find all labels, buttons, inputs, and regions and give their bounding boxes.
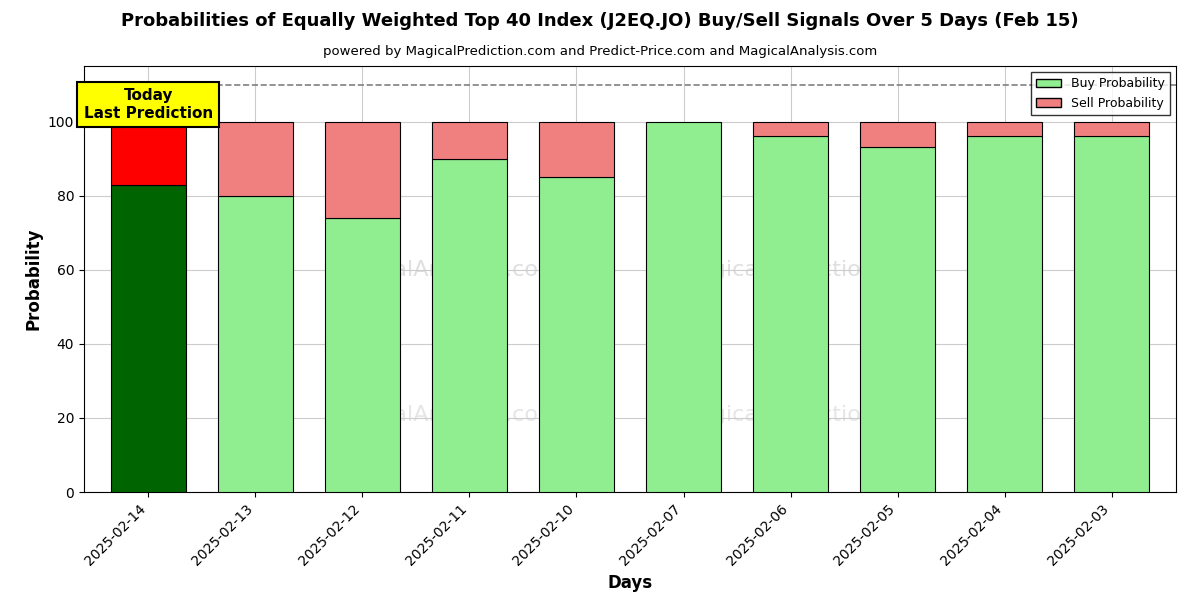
- Bar: [110, 122, 186, 185]
- Text: MagicalPrediction.com: MagicalPrediction.com: [679, 406, 930, 425]
- Text: Probabilities of Equally Weighted Top 40 Index (J2EQ.JO) Buy/Sell Signals Over 5: Probabilities of Equally Weighted Top 40…: [121, 12, 1079, 30]
- Bar: [1074, 122, 1150, 136]
- Text: MagicalAnalysis.com: MagicalAnalysis.com: [329, 406, 560, 425]
- Bar: [754, 136, 828, 492]
- Bar: [325, 218, 400, 492]
- Bar: [539, 122, 614, 177]
- Bar: [967, 122, 1042, 136]
- Bar: [754, 122, 828, 136]
- Bar: [432, 158, 506, 492]
- Text: MagicalAnalysis.com: MagicalAnalysis.com: [329, 260, 560, 280]
- Bar: [1074, 136, 1150, 492]
- Bar: [860, 148, 935, 492]
- Text: MagicalPrediction.com: MagicalPrediction.com: [679, 260, 930, 280]
- Bar: [218, 196, 293, 492]
- Y-axis label: Probability: Probability: [24, 228, 42, 330]
- Bar: [860, 122, 935, 148]
- Bar: [218, 122, 293, 196]
- Bar: [967, 136, 1042, 492]
- Text: powered by MagicalPrediction.com and Predict-Price.com and MagicalAnalysis.com: powered by MagicalPrediction.com and Pre…: [323, 45, 877, 58]
- Bar: [110, 185, 186, 492]
- Bar: [646, 122, 721, 492]
- Legend: Buy Probability, Sell Probability: Buy Probability, Sell Probability: [1031, 72, 1170, 115]
- X-axis label: Days: Days: [607, 574, 653, 592]
- Bar: [539, 177, 614, 492]
- Text: Today
Last Prediction: Today Last Prediction: [84, 88, 212, 121]
- Bar: [432, 122, 506, 158]
- Bar: [325, 122, 400, 218]
